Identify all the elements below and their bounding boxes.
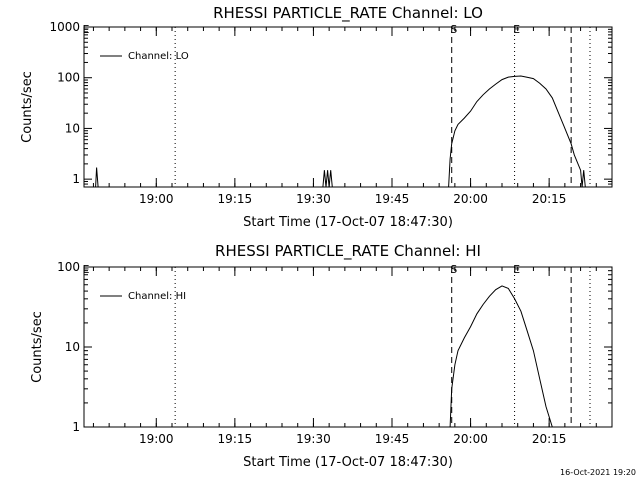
x-tick-label: 19:00 [139, 432, 174, 446]
x-tick-label: 20:15 [532, 432, 567, 446]
y-axis-label: Counts/sec [30, 311, 45, 383]
marker-label: S [450, 23, 457, 36]
y-tick-label: 10 [65, 121, 80, 135]
y-tick-label: 10 [65, 340, 80, 354]
marker-label: E [513, 263, 520, 276]
x-axis-label: Start Time (17-Oct-07 18:47:30) [243, 215, 453, 230]
x-tick-label: 19:00 [139, 192, 174, 206]
x-tick-label: 19:45 [375, 432, 410, 446]
x-tick-label: 20:15 [532, 192, 567, 206]
chart-panel-hi: RHESSI PARTICLE_RATE Channel: HI Counts/s… [30, 242, 613, 470]
marker-label: E [83, 23, 90, 36]
y-axis-label: Counts/sec [20, 71, 35, 143]
chart-title: RHESSI PARTICLE_RATE Channel: LO [213, 4, 483, 23]
x-tick-label: 19:45 [375, 192, 410, 206]
x-tick-label: 19:30 [296, 192, 331, 206]
x-tick-label: 20:00 [453, 432, 488, 446]
marker-label: E [513, 23, 520, 36]
y-tick-label: 100 [57, 260, 80, 274]
y-tick-label: 1 [72, 420, 80, 434]
marker-label: E [83, 263, 90, 276]
chart-panel-lo: RHESSI PARTICLE_RATE Channel: LO Counts/s… [20, 4, 613, 230]
timestamp: 16-Oct-2021 19:20 [560, 468, 636, 477]
legend-label: Channel: HI [128, 291, 186, 302]
series-line [93, 75, 586, 187]
y-tick-label: 1 [72, 172, 80, 186]
series-line [449, 285, 553, 427]
y-tick-label: 1000 [49, 20, 80, 34]
x-axis-label: Start Time (17-Oct-07 18:47:30) [243, 455, 453, 470]
y-tick-label: 100 [57, 71, 80, 85]
x-tick-label: 19:30 [296, 432, 331, 446]
x-tick-label: 19:15 [218, 192, 253, 206]
legend-label: Channel: LO [128, 51, 189, 62]
x-tick-label: 20:00 [453, 192, 488, 206]
x-tick-label: 19:15 [218, 432, 253, 446]
marker-label: S [450, 263, 457, 276]
chart-title: RHESSI PARTICLE_RATE Channel: HI [215, 242, 481, 261]
